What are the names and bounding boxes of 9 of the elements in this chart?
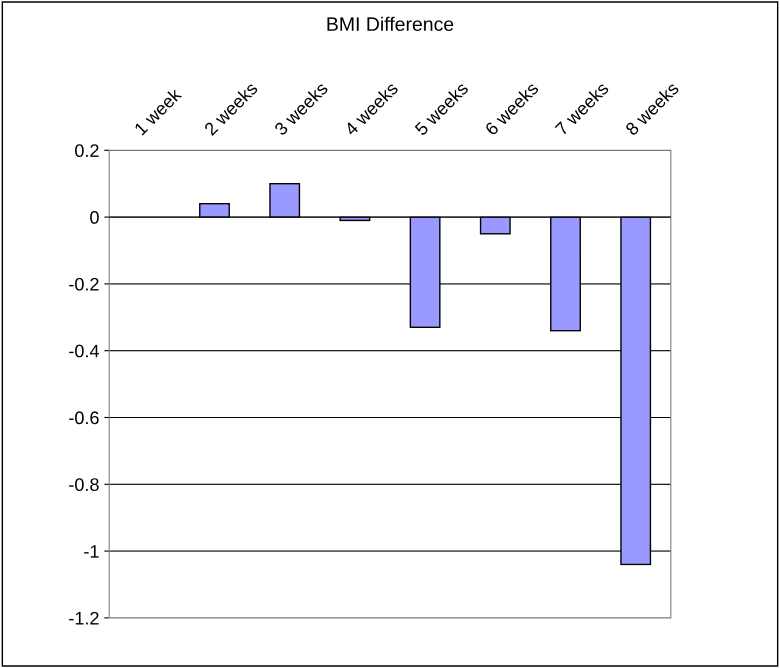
y-tick-label: 0 [90, 211, 99, 224]
y-tick-label: 0.2 [75, 144, 99, 158]
y-tick-label: -0.6 [69, 411, 99, 424]
chart-title: BMI Difference [327, 16, 454, 31]
y-tick-label: -1.2 [69, 612, 99, 624]
y-tick-label: -0.4 [69, 344, 99, 358]
y-tick-label: -1 [84, 545, 99, 558]
y-tick-label: -0.2 [69, 278, 99, 291]
y-tick-label: -0.8 [69, 478, 99, 492]
